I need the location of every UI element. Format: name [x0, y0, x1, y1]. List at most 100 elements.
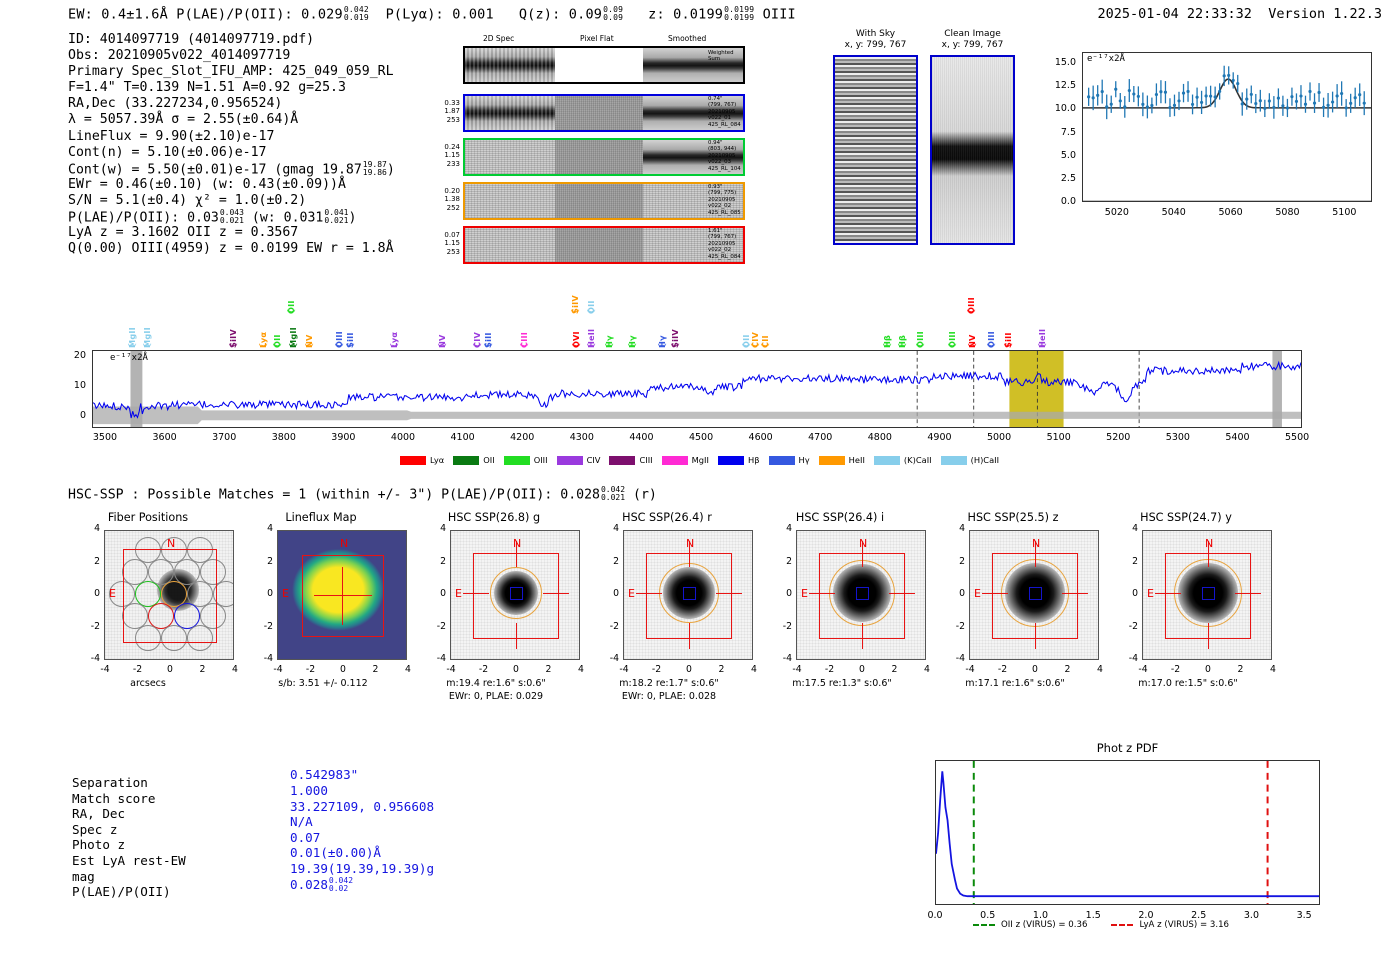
north-indicator: N	[340, 537, 349, 550]
cutout-y-tick: 0	[94, 588, 100, 599]
phot-z-x-tick: 2.0	[1138, 910, 1154, 921]
cutout-y-tick: 0	[613, 588, 619, 599]
legend-item: OIII	[503, 455, 548, 465]
emission-line-brace: {	[671, 342, 682, 348]
emission-line-brace: {	[587, 342, 598, 348]
cutout-panel: HSC SSP(26.4) i N E -4 -2 0 2 4 -4 -2 0 2 4 m:17.5 re…	[754, 511, 930, 720]
2d-spectrum-panels: 2D Spec Pixel Flat Smoothed Weighted Sum…	[425, 34, 760, 264]
emission-line-brace: {	[948, 342, 959, 348]
match-table-value: 19.39(19.39,19.39)g	[290, 861, 435, 876]
emission-line-brace: {	[472, 342, 483, 348]
spectrum-x-tick: 4800	[867, 432, 892, 443]
cutout-x-tick: 0	[340, 664, 346, 675]
with-sky-image	[833, 55, 918, 245]
legend-label: Hγ	[798, 455, 810, 465]
phot-z-legend-label: LyA z (VIRUS) = 3.16	[1139, 920, 1230, 930]
aperture-box	[302, 555, 384, 637]
fiber-2dspec-image	[465, 140, 555, 174]
fiber-2dspec-image	[465, 228, 555, 262]
fiber-row	[463, 138, 745, 176]
emission-line-brace: {	[289, 342, 300, 348]
spectrum-x-tick: 4100	[450, 432, 475, 443]
emission-line-brace: {	[760, 342, 771, 348]
phot-z-title: Phot z PDF	[1096, 741, 1159, 755]
crosshair-horizontal	[1235, 593, 1261, 595]
legend-item: Hγ	[768, 455, 810, 465]
spectrum-x-tick: 4400	[629, 432, 654, 443]
info-primary: Primary Spec_Slot_IFU_AMP: 425_049_059_R…	[68, 64, 394, 80]
header-qz: Q(z): 0.09	[518, 6, 603, 23]
cutout-x-tick: 4	[578, 664, 584, 675]
cutout-y-tick: 2	[613, 555, 619, 567]
fiber-circle	[161, 625, 187, 651]
emission-line-brace: {	[966, 308, 977, 314]
north-indicator: N	[513, 537, 522, 550]
cutout-y-tick: -4	[90, 653, 100, 664]
weighted-pixelflat-image	[555, 48, 643, 82]
legend-item: (K)CaII	[873, 455, 932, 465]
match-table-value: N/A	[290, 814, 313, 830]
cutout-y-tick: -4	[782, 653, 792, 664]
cutout-x-tick: 4	[1097, 664, 1103, 675]
cutout-x-tick: 0	[859, 664, 865, 675]
crosshair-vertical	[1035, 541, 1037, 567]
north-indicator: N	[167, 537, 176, 550]
cutout-y-tick: 4	[959, 523, 965, 534]
info-lambda: λ = 5057.39Å σ = 2.55(±0.64)Å	[68, 112, 299, 128]
weighted-smoothed-image	[643, 48, 743, 82]
info-z-solutions: LyA z = 3.1602 OII z = 0.3567	[68, 225, 299, 241]
crosshair-horizontal	[543, 593, 569, 595]
source-ellipse	[490, 567, 542, 619]
timestamp: 2025-01-04 22:33:32	[1097, 6, 1252, 22]
emission-line-brace: {	[968, 342, 979, 348]
info-plae: P(LAE)/P(OII): 0.03 0.043 0.021 (w: 0.031 0…	[68, 208, 357, 226]
legend-label: HeII	[848, 455, 865, 465]
spectrum-unit-label: e⁻¹⁷x2Å	[110, 353, 148, 363]
spectrum-x-tick: 4500	[688, 432, 714, 443]
legend-swatch	[556, 455, 583, 465]
fiber-left-stats: 0.24 1.15 233	[444, 143, 460, 168]
north-indicator: N	[1205, 537, 1214, 550]
cutout-x-tick: 2	[891, 664, 898, 675]
match-table-key: Photo z	[72, 837, 126, 853]
emission-line-brace: {	[259, 342, 270, 348]
cutout-x-tick: -2	[1170, 664, 1181, 675]
linefit-y-tick: 2.5	[1060, 172, 1076, 184]
cutout-x-tick: 0	[513, 664, 519, 675]
legend-label: Lyα	[430, 455, 445, 465]
legend-label: MgII	[691, 455, 709, 465]
catalog-marker	[1202, 587, 1215, 600]
fiber-left-stats: 0.07 1.15 253	[444, 231, 460, 256]
cutout-title: HSC SSP(26.4) r	[622, 511, 712, 524]
cutout-x-tick: 0	[167, 664, 173, 675]
crosshair-horizontal	[889, 593, 915, 595]
fiber-circle	[135, 625, 161, 651]
cutout-title: Lineflux Map	[285, 511, 357, 524]
legend-swatch	[661, 455, 688, 465]
cutout-y-tick: 2	[1132, 555, 1138, 567]
crosshair-horizontal	[1062, 593, 1088, 595]
crosshair-vertical	[689, 541, 691, 567]
phot-z-legend-swatch	[973, 924, 995, 926]
cutout-x-tick: 4	[1270, 664, 1276, 675]
emission-line-brace: {	[128, 342, 139, 348]
cutout-y-tick: 2	[440, 555, 446, 567]
east-indicator: E	[455, 587, 462, 600]
emission-line-brace: {	[229, 342, 240, 348]
north-indicator: N	[686, 537, 695, 550]
emission-line-brace: {	[519, 342, 530, 348]
linefit-x-tick: 5080	[1275, 207, 1300, 218]
cutout-x-tick: -4	[1138, 664, 1148, 675]
match-table-value: 0.01(±0.00)Å	[290, 845, 381, 861]
emission-line-brace: {	[898, 342, 909, 348]
match-table-value: 0.542983"	[290, 767, 359, 783]
crosshair-vertical	[516, 541, 518, 567]
spectrum-x-tick: 4300	[569, 432, 594, 443]
